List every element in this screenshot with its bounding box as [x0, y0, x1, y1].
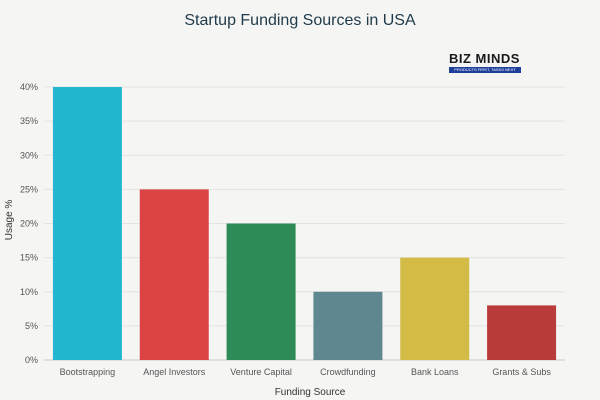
bar-angel-investors: [139, 189, 209, 360]
x-axis-title: Funding Source: [275, 387, 346, 398]
x-tick-label: Crowdfunding: [320, 367, 376, 377]
x-tick-label: Bank Loans: [411, 367, 459, 377]
bars: [52, 87, 557, 360]
y-axis-title: Usage %: [4, 200, 15, 241]
x-tick-labels: Bootstrapping Angel Investors Venture Capi…: [60, 367, 552, 377]
y-tick-label: 40%: [20, 82, 38, 92]
bizminds-logo: BIZ MINDS PRODUCTS FIRST, TASKS NEXT: [449, 52, 521, 74]
y-tick-label: 30%: [20, 150, 38, 160]
logo-tagline: PRODUCTS FIRST, TASKS NEXT: [449, 67, 521, 73]
bar-venture-capital: [226, 223, 296, 360]
y-tick-labels: 0% 5% 10% 15% 20% 25% 30% 35% 40%: [20, 82, 38, 365]
gridlines: [44, 86, 565, 361]
x-tick-label: Angel Investors: [143, 367, 206, 377]
bar-crowdfunding: [313, 291, 383, 360]
y-tick-label: 5%: [25, 321, 38, 331]
bar-grants-subs: [487, 305, 557, 360]
x-tick-label: Grants & Subs: [492, 367, 551, 377]
bar-bank-loans: [400, 257, 470, 360]
y-tick-label: 15%: [20, 253, 38, 263]
y-tick-label: 25%: [20, 184, 38, 194]
y-tick-label: 10%: [20, 287, 38, 297]
x-tick-label: Venture Capital: [230, 367, 292, 377]
chart-title: Startup Funding Sources in USA: [184, 12, 416, 29]
y-tick-label: 0%: [25, 355, 38, 365]
y-tick-label: 20%: [20, 219, 38, 229]
logo-wordmark: BIZ MINDS: [449, 51, 520, 66]
x-tick-label: Bootstrapping: [60, 367, 116, 377]
bar-bootstrapping: [52, 87, 122, 360]
y-tick-label: 35%: [20, 116, 38, 126]
